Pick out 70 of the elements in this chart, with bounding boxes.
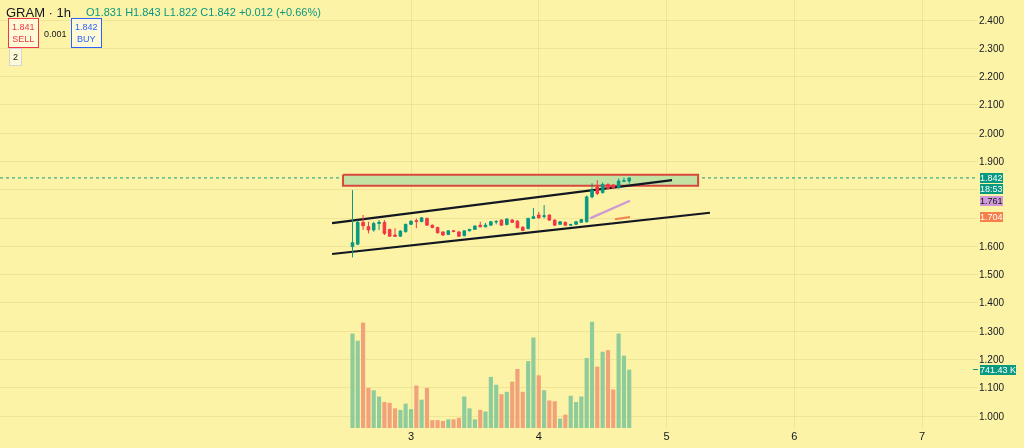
candlestick bbox=[600, 181, 605, 194]
candlestick bbox=[398, 229, 403, 238]
candlestick bbox=[558, 220, 562, 226]
bar bbox=[558, 418, 563, 428]
candlestick bbox=[446, 229, 451, 236]
candlestick bbox=[505, 217, 509, 226]
x-tick-label: 4 bbox=[535, 430, 542, 442]
text: O1.831 H1.843 L1.822 C1.842 +0.012 (+0.66%) bbox=[86, 6, 321, 18]
y-tick-label: 2.300 bbox=[979, 42, 1005, 54]
candlestick bbox=[419, 216, 424, 223]
candlestick bbox=[483, 222, 488, 228]
candlestick bbox=[361, 214, 365, 231]
ref-line-label: 1.842 18:53 bbox=[980, 173, 1003, 194]
candlestick bbox=[462, 229, 467, 237]
y-tick-label: 1.000 bbox=[979, 410, 1005, 422]
bar bbox=[547, 400, 552, 428]
bar bbox=[595, 366, 600, 428]
bar bbox=[536, 375, 541, 428]
y-tick-label: 1.300 bbox=[979, 325, 1005, 337]
candlestick bbox=[366, 221, 371, 234]
bar bbox=[563, 414, 568, 428]
bar bbox=[542, 390, 547, 428]
candlestick bbox=[536, 211, 541, 219]
y-tick-label: 1.900 bbox=[979, 156, 1005, 168]
chart-title: GRAM · 1h bbox=[6, 4, 72, 20]
candlestick bbox=[499, 219, 504, 227]
bar bbox=[504, 391, 509, 428]
bar bbox=[446, 419, 451, 428]
x-tick-label: 5 bbox=[663, 430, 670, 442]
candlestick bbox=[563, 221, 568, 227]
annotation: 1.841 SELL bbox=[12, 22, 35, 44]
candlestick bbox=[355, 219, 360, 246]
x-tick-label: 7 bbox=[918, 430, 926, 442]
y-tick-label: 2.200 bbox=[979, 71, 1005, 83]
bar bbox=[600, 351, 605, 428]
y-tick-label: 2.100 bbox=[979, 99, 1005, 111]
x-tick-label: 6 bbox=[791, 430, 798, 442]
candlestick bbox=[414, 217, 419, 229]
annotation: 1.842 BUY bbox=[75, 22, 98, 44]
annotation: 0.001 bbox=[44, 29, 67, 39]
x-tick-label: 3 bbox=[407, 430, 415, 442]
y2-tick-label: 741.43 K bbox=[980, 365, 1017, 375]
bar bbox=[478, 409, 483, 428]
candlestick bbox=[595, 179, 600, 196]
y-tick-label: 1.100 bbox=[979, 382, 1005, 394]
candlestick bbox=[473, 224, 477, 231]
bar bbox=[398, 409, 403, 428]
bar bbox=[605, 350, 611, 428]
bar bbox=[414, 385, 419, 428]
candlestick bbox=[478, 221, 483, 228]
annotation: 1.704 bbox=[980, 212, 1003, 222]
candlestick bbox=[542, 204, 546, 219]
y-tick-label: 1.600 bbox=[979, 240, 1005, 252]
y-tick-label: 2.000 bbox=[979, 127, 1005, 139]
candlestick bbox=[521, 225, 525, 232]
candlestick bbox=[350, 189, 355, 258]
annotation: 1.761 bbox=[980, 196, 1003, 206]
bar bbox=[589, 321, 595, 428]
y-tick-label: 2.400 bbox=[979, 14, 1005, 26]
candlestick bbox=[547, 213, 552, 222]
candlestick bbox=[457, 230, 461, 238]
bar bbox=[552, 401, 557, 428]
y-tick-label: 1.400 bbox=[979, 297, 1005, 309]
y-tick-label: 1.500 bbox=[979, 269, 1005, 281]
y-tick-label: 1.200 bbox=[979, 354, 1005, 366]
bar bbox=[419, 399, 424, 428]
bar bbox=[499, 394, 504, 428]
bar bbox=[424, 387, 430, 428]
candlestick bbox=[552, 219, 557, 227]
annotation: 2 bbox=[13, 52, 19, 62]
